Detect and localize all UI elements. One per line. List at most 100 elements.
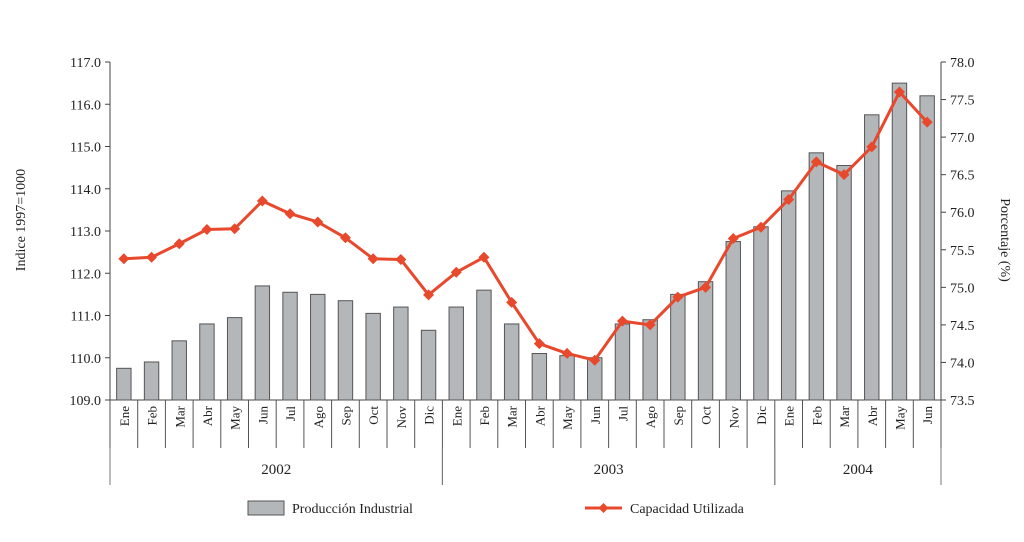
y-right-tick-label: 77.5: [950, 94, 975, 109]
bar: [199, 323, 215, 401]
line-path: [123, 90, 929, 362]
bar: [808, 152, 825, 401]
line-point: [727, 233, 739, 245]
y-left-tick-label: 111.0: [71, 310, 101, 325]
bar: [116, 367, 132, 401]
x-category-label: Nov: [394, 406, 409, 429]
year-label: 2003: [594, 462, 624, 478]
line-point: [367, 253, 379, 265]
y-left-tick-label: 116.0: [70, 98, 101, 113]
x-category-label: Abr: [532, 405, 547, 426]
line-point: [173, 238, 185, 250]
x-category-label: Jul: [615, 406, 630, 422]
x-category-label: Ago: [311, 406, 326, 428]
x-category-label: Oct: [699, 406, 714, 425]
bar: [614, 323, 631, 401]
y-right-tick-label: 75.0: [950, 281, 975, 296]
y-left-axis-label: Indice 1997=1000: [14, 169, 29, 271]
line-point: [478, 251, 490, 263]
bar: [254, 285, 271, 401]
line-point: [506, 296, 518, 308]
y-right-tick-label: 74.0: [950, 356, 975, 371]
y-right-tick-label: 76.0: [950, 206, 975, 221]
year-label: 2002: [261, 462, 291, 478]
line-point: [616, 315, 628, 327]
line-point: [339, 232, 351, 244]
y-right-tick-label: 74.5: [950, 319, 975, 334]
x-category-label: Ene: [117, 406, 132, 426]
y-left-tick-label: 117.0: [70, 56, 101, 71]
bar: [171, 340, 187, 401]
line-point: [644, 319, 656, 331]
bar: [836, 165, 852, 401]
y-right-tick-label: 77.0: [950, 131, 975, 146]
y-left-tick-label: 115.0: [70, 141, 101, 156]
line-point: [284, 208, 296, 220]
line-point: [672, 291, 684, 303]
bar: [559, 355, 575, 401]
y-right-tick-label: 75.5: [950, 244, 975, 259]
bar: [642, 319, 658, 401]
bar: [143, 361, 160, 401]
bar: [448, 306, 464, 401]
bar: [531, 353, 548, 401]
x-axis-labels: Ene Feb Mar Abr May Jun Jul Ago Sep Oct Nov Dic Ene F…: [109, 400, 942, 485]
y-left-tick-label: 109.0: [70, 394, 102, 409]
line-point: [866, 141, 878, 153]
x-category-label: Mar: [837, 405, 852, 427]
line-point: [838, 169, 850, 181]
line-point: [146, 251, 158, 263]
bar: [365, 312, 381, 401]
x-category-label: Jun: [920, 406, 935, 425]
x-category-label: Nov: [726, 406, 741, 429]
y-right-tick-label: 73.5: [950, 394, 975, 409]
line-point: [893, 86, 905, 98]
line-point: [201, 223, 213, 235]
bar: [476, 289, 492, 401]
line-point: [700, 281, 712, 293]
line-series: [118, 86, 933, 366]
x-category-label: Sep: [338, 406, 353, 426]
bar: [670, 293, 686, 401]
y-right-tick-label: 76.5: [950, 169, 975, 184]
line-point: [810, 156, 822, 168]
bar: [503, 323, 520, 401]
x-category-label: Ene: [449, 406, 464, 426]
line-point: [450, 266, 462, 278]
bar: [697, 281, 714, 401]
line-point: [423, 289, 435, 301]
bar: [780, 190, 797, 401]
bar: [226, 317, 243, 401]
bar: [864, 114, 880, 401]
x-category-label: Mar: [505, 405, 520, 427]
bar: [725, 241, 741, 401]
x-category-label: Feb: [145, 406, 160, 426]
line-point: [561, 347, 573, 359]
x-category-label: Jul: [283, 406, 298, 422]
x-category-label: Feb: [809, 406, 824, 426]
x-category-label: Mar: [172, 405, 187, 427]
legend-line-marker: [598, 503, 609, 513]
legend: Producción Industrial Capacidad Utilizad…: [247, 500, 745, 517]
legend-bar-swatch: [247, 500, 285, 516]
x-category-label: Ago: [643, 406, 658, 428]
bar-series: [116, 82, 935, 401]
x-category-label: May: [892, 406, 907, 430]
line-point: [395, 254, 407, 266]
x-category-label: Abr: [865, 405, 880, 426]
year-label: 2004: [843, 462, 874, 478]
x-category-label: May: [560, 406, 575, 430]
y-left-tick-label: 110.0: [70, 352, 101, 367]
line-point: [921, 116, 933, 128]
y-left-tick-label: 112.0: [70, 267, 101, 282]
y-right-tick-label: 78.0: [950, 56, 975, 71]
bar: [753, 226, 769, 401]
y-left-tick-label: 113.0: [70, 225, 101, 240]
x-category-label: May: [228, 406, 243, 430]
x-category-label: Abr: [200, 405, 215, 426]
line-point: [783, 193, 795, 205]
x-category-label: Sep: [671, 406, 686, 426]
line-point: [312, 216, 324, 228]
x-category-label: Jun: [588, 406, 603, 425]
